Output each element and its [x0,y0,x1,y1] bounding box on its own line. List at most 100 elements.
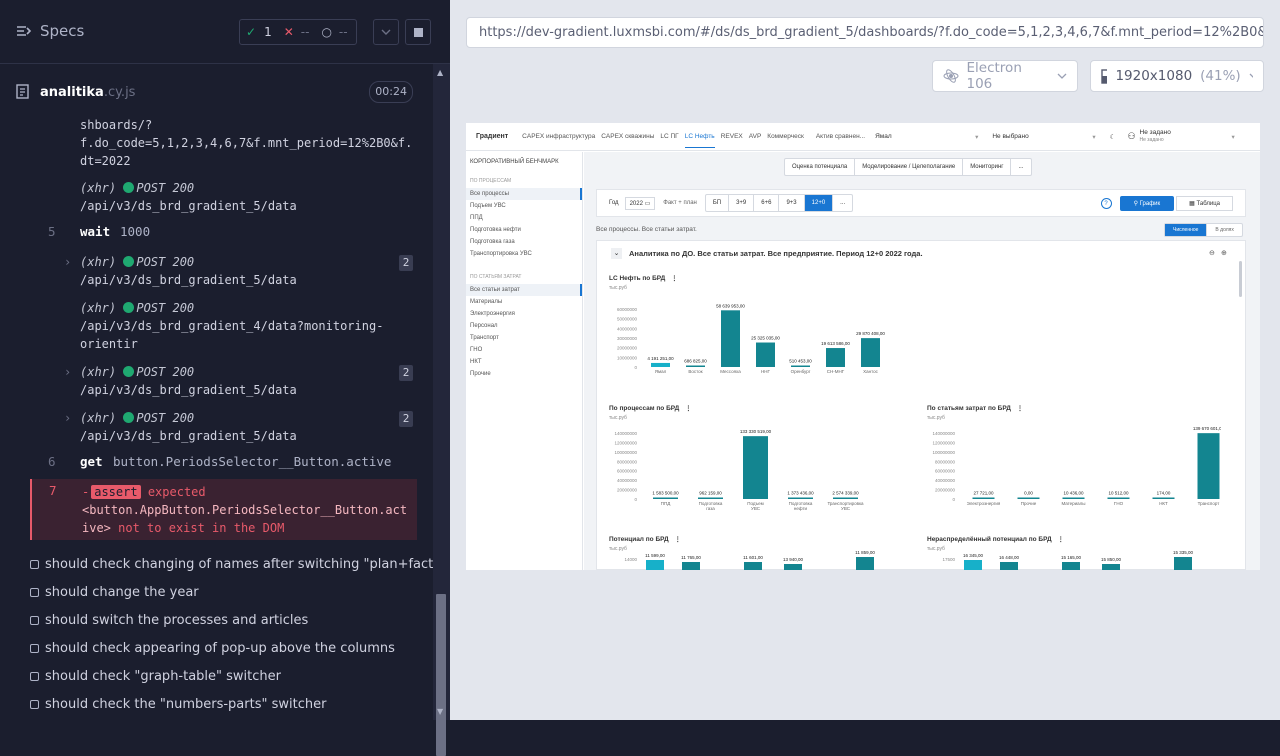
count-badge: 2 [399,255,413,271]
card-scrollbar[interactable] [1239,261,1242,297]
bar [861,338,880,367]
sidebar-item[interactable]: Подготовка нефти [470,227,521,233]
command-log-scrollbar[interactable]: ▲ ▼ [433,64,450,756]
app-brand[interactable]: Градиент [476,133,509,140]
viewport-icon [1101,68,1108,84]
help-icon[interactable]: ? [1100,197,1112,209]
chart-unit: тыс.руб [609,415,627,421]
bar [1062,497,1085,499]
y-tick-label: 0 [952,497,955,502]
sidebar-item[interactable]: Электроэнергия [470,311,515,317]
sidebar-item[interactable]: Транспортировка УВС [470,251,532,257]
assert-error-block[interactable]: 7 - assert expected <button.AppButton.Per… [30,479,417,540]
graph-button[interactable]: ⚲ График [1119,195,1175,211]
sidebar-item[interactable]: Персонал [470,323,498,329]
year-select[interactable]: 2022 ▭ [624,196,656,210]
test-item[interactable]: should change the year [30,585,199,600]
y-tick-label: 80000000 [935,459,956,464]
nav-item[interactable]: CAPEX скважины [601,133,655,140]
sidebar-item[interactable]: Подготовка газа [470,239,515,245]
specs-menu-icon [17,26,32,36]
chevron-down-icon [1249,73,1253,79]
tab[interactable]: Оценка потенциала [785,159,856,175]
nav-item[interactable]: CAPEX инфраструктура [522,133,596,140]
active-select[interactable]: Ямал [875,133,892,140]
table-button[interactable]: ▦ Таблица [1176,195,1233,211]
x-tick-label: Подготовка [699,501,723,506]
spec-file-name: analitika [40,84,104,100]
url-bar[interactable]: https://dev-gradient.luxmsbi.com/#/ds/ds… [466,17,1264,48]
period-button[interactable]: 6+6 [754,195,780,211]
tab[interactable]: Моделирование / Целеполагание [855,159,964,175]
x-tick-label: Восток [688,369,702,374]
scrollbar-thumb[interactable] [436,594,446,756]
sidebar-item[interactable]: Материалы [470,299,503,305]
command-xhr[interactable]: › (xhr) POST 200 /api/v3/ds_brd_gradient… [30,409,417,445]
y-tick-label: 40000000 [617,478,638,483]
test-item[interactable]: should check changing of names after swi… [30,557,439,572]
test-item[interactable]: should check "graph-table" switcher [30,669,281,684]
runner-options-button[interactable] [373,19,399,45]
spec-file-row[interactable]: analitika .cy.js 00:24 [16,78,417,106]
data-label: 962 159,00 [699,491,722,496]
nav-item[interactable]: Коммерческ [767,133,804,140]
y-tick-label: 20000000 [617,488,638,493]
period-button[interactable]: 3+9 [729,195,755,211]
viewport-selector[interactable]: 1920x1080 (41%) [1090,60,1264,92]
y-tick-label: 17500 [942,557,955,562]
app-main: Оценка потенциала Моделирование / Целепо… [584,152,1260,570]
sidebar-item[interactable]: Все процессы [466,188,582,200]
moon-icon[interactable]: ☾ [1109,133,1116,141]
sidebar-item[interactable]: НКТ [470,359,482,365]
test-item[interactable]: should check the "numbers-parts" switche… [30,697,326,712]
command-xhr[interactable]: › (xhr) POST 200 /api/v3/ds_brd_gradient… [30,363,417,399]
scroll-up-icon[interactable]: ▲ [437,68,444,77]
data-label: 1 583 500,00 [652,491,679,496]
bar [1102,564,1120,570]
command-xhr[interactable]: (xhr) POST 200 /api/v3/ds_brd_gradient_4… [80,301,384,351]
sidebar-item[interactable]: Все статьи затрат [466,284,582,296]
period-selector: БП 3+9 6+6 9+3 12+0 ... [704,194,854,212]
sidebar-item[interactable]: Подъем УВС [470,203,506,209]
x-tick-label: Ямал [655,369,667,374]
sidebar-item[interactable]: ГНО [470,347,483,353]
numbers-toggle[interactable]: Численное [1165,224,1208,236]
command-xhr[interactable]: (xhr) POST 200 /api/v3/ds_brd_gradient_5… [80,181,297,213]
stop-button[interactable] [405,19,431,45]
top-tabs: Оценка потенциала Моделирование / Целепо… [784,158,1032,176]
period-button[interactable]: ... [840,200,846,206]
y-tick-label: 140000000 [614,431,637,436]
period-button[interactable]: БП [706,195,730,211]
fact-plan-label[interactable]: Факт + план [663,200,697,206]
parts-toggle[interactable]: В долях [1215,227,1234,233]
nav-item[interactable]: REVEX [720,133,743,140]
zoom-in-icon[interactable]: ⊕ [1221,250,1227,257]
error-text: ive> [82,521,111,535]
sidebar-item[interactable]: Прочие [470,371,491,377]
not-selected-select[interactable]: Не выбрано [992,133,1029,140]
test-checkbox-icon [30,700,39,709]
zoom-out-icon[interactable]: ⊖ [1209,250,1215,257]
sidebar-item[interactable]: ППД [470,215,483,221]
period-button-active[interactable]: 12+0 [804,195,834,211]
sidebar-item[interactable]: Транспорт [470,335,499,341]
period-button[interactable]: 9+3 [779,195,805,211]
data-label: 2 574 339,00 [832,491,859,496]
nav-item[interactable]: LC ПГ [660,133,679,140]
electron-icon [943,69,959,83]
nav-item-active[interactable]: LC Нефть [684,133,715,148]
tab[interactable]: ... [1018,164,1024,170]
test-item[interactable]: should check appearing of pop-up above t… [30,641,395,656]
nav-item[interactable]: AVP [748,133,762,140]
user-name[interactable]: Не задано [1139,129,1171,136]
collapse-icon[interactable]: ⌄ [611,248,622,259]
scroll-down-icon[interactable]: ▼ [437,707,444,716]
data-label: 19 613 586,00 [821,341,850,346]
pending-icon: ○ [321,25,332,39]
test-item[interactable]: should switch the processes and articles [30,613,308,628]
bar [856,557,874,570]
tab[interactable]: Мониторинг [963,159,1012,175]
specs-title-bar[interactable]: Specs [16,22,84,40]
command-xhr[interactable]: › (xhr) POST 200 /api/v3/ds_brd_gradient… [30,253,417,289]
browser-selector[interactable]: Electron 106 [932,60,1078,92]
